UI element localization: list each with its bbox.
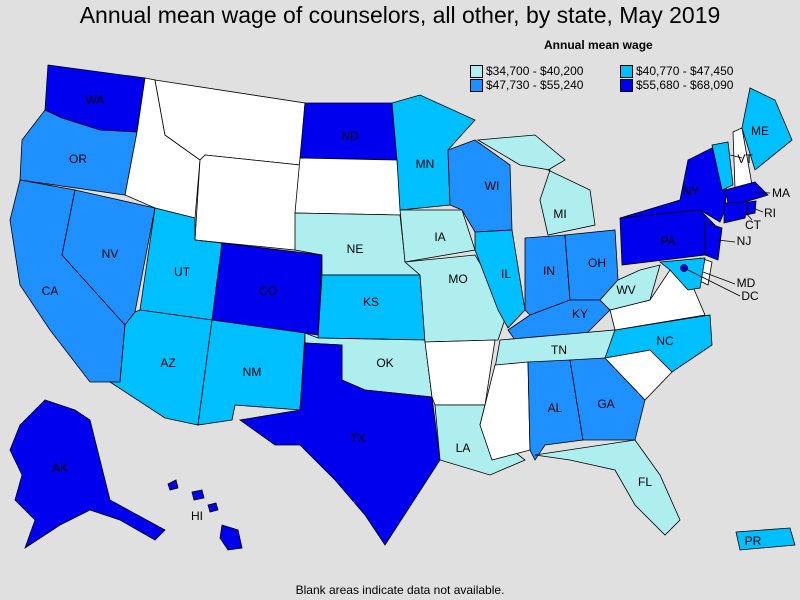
legend-item-2: $40,770 - $47,450 [620,64,733,78]
label-tx: TX [350,431,365,445]
label-ak: AK [52,461,68,475]
legend-label-4: $55,680 - $68,090 [636,78,734,92]
legend-item-1: $34,700 - $40,200 [470,64,583,78]
label-il: IL [501,267,511,281]
label-nc: NC [656,334,674,348]
label-ia: IA [434,230,445,244]
label-al: AL [548,401,563,415]
label-ut: UT [174,265,191,279]
label-ca: CA [42,284,59,298]
legend-swatch-2 [620,64,633,78]
label-in: IN [543,264,555,278]
state-me[interactable] [741,87,793,171]
state-ma[interactable] [724,181,769,204]
label-oh: OH [588,256,606,270]
state-mo[interactable] [404,254,509,343]
label-mi: MI [553,207,566,221]
label-dc: DC [741,289,759,303]
legend-item-3: $47,730 - $55,240 [470,78,583,92]
legend-item-4: $55,680 - $68,090 [620,78,733,92]
state-mi[interactable] [476,134,596,236]
label-mn: MN [416,157,435,171]
label-az: AZ [160,356,175,370]
state-ny[interactable] [619,147,729,223]
label-ma: MA [772,186,790,200]
state-ar[interactable] [424,339,496,406]
label-vt: VT [737,152,753,166]
label-ks: KS [363,295,379,309]
legend-swatch-3 [470,78,483,92]
state-md[interactable] [658,257,706,291]
legend-label-1: $34,700 - $40,200 [486,64,584,78]
state-fl[interactable] [534,439,681,536]
state-ak[interactable] [9,399,166,549]
legend-swatch-4 [620,78,633,92]
state-tx[interactable] [238,342,441,546]
state-wv[interactable] [599,264,661,311]
state-wy[interactable] [194,154,301,251]
label-ri: RI [764,206,776,220]
state-vt[interactable] [711,141,734,191]
state-nc[interactable] [604,314,713,373]
label-pr: PR [745,534,762,548]
state-ga[interactable] [569,357,646,441]
label-md: MD [737,276,756,290]
state-hi[interactable] [167,479,179,491]
legend-label-3: $47,730 - $55,240 [486,78,584,92]
label-tn: TN [551,343,567,357]
label-fl: FL [638,475,652,489]
state-il[interactable] [474,229,526,329]
label-me: ME [751,124,769,138]
label-wv: WV [616,283,635,297]
state-hi-island-2[interactable] [191,489,205,501]
label-co: CO [259,284,277,298]
state-sd[interactable] [294,157,403,216]
footnote: Blank areas indicate data not available. [295,583,505,597]
state-hi-island-3[interactable] [207,502,219,513]
legend-label-2: $40,770 - $47,450 [636,64,734,78]
map-title: Annual mean wage of counselors, all othe… [79,2,721,28]
label-la: LA [456,441,471,455]
label-nm: NM [243,365,262,379]
label-nj: NJ [737,234,752,248]
label-wa: WA [86,93,105,107]
state-pr[interactable] [735,527,796,551]
label-mo: MO [448,272,467,286]
state-nj[interactable] [704,221,723,261]
leader-lines [683,154,771,297]
label-or: OR [69,152,87,166]
label-ky: KY [572,307,588,321]
label-ne: NE [347,242,364,256]
hawaii-islands [167,479,243,551]
state-ri[interactable] [745,200,757,216]
label-ok: OK [376,356,393,370]
label-nd: ND [341,129,359,143]
state-ct[interactable] [723,201,749,224]
label-pa: PA [660,234,675,248]
state-hi-island-4[interactable] [219,524,243,551]
label-ny: NY [683,184,700,198]
label-hi: HI [191,509,203,523]
label-ga: GA [597,397,614,411]
label-ct: CT [745,218,762,232]
label-wi: WI [485,179,500,193]
legend-title: Annual mean wage [544,38,653,52]
legend-swatch-1 [470,64,483,78]
label-nv: NV [102,247,119,261]
